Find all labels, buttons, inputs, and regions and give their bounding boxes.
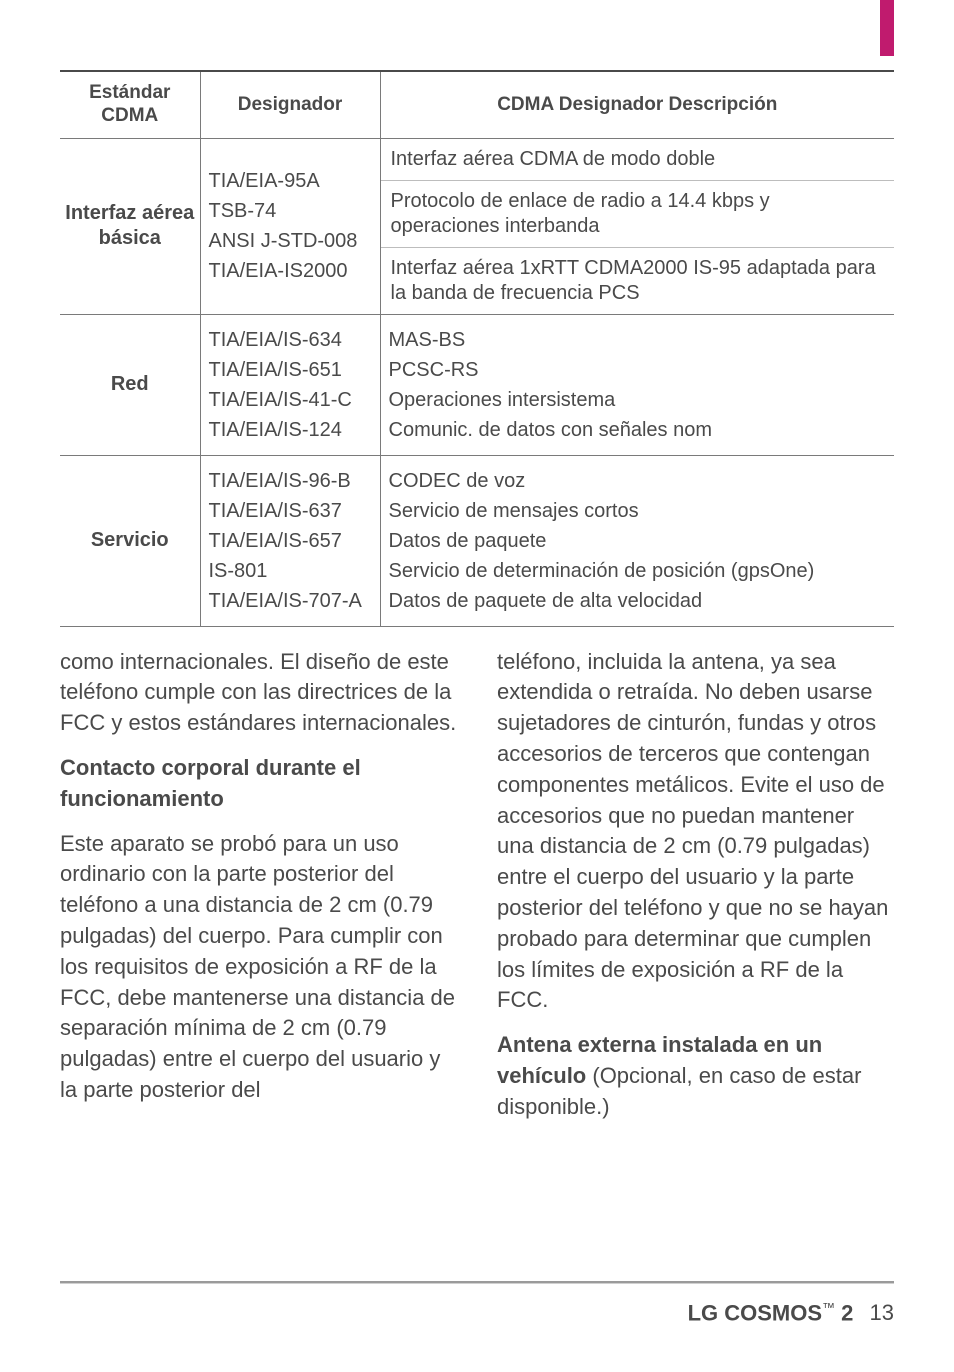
designator-cell: TIA/EIA/IS-96-B TIA/EIA/IS-637 TIA/EIA/I…	[200, 455, 380, 626]
designator-cell: TIA/EIA-95A TSB-74 ANSI J-STD-008 TIA/EI…	[200, 138, 380, 314]
footer-rule	[60, 1281, 894, 1284]
body-paragraph: Este aparato se probó para un uso ordina…	[60, 829, 457, 1106]
designator-line: TIA/EIA/IS-41-C	[209, 385, 372, 415]
designator-line: TSB-74	[209, 196, 372, 226]
accent-bar	[880, 0, 894, 56]
designator-line: TIA/EIA-95A	[209, 166, 372, 196]
description-cell: MAS-BS PCSC-RS Operaciones intersistema …	[380, 314, 894, 455]
designator-line: TIA/EIA/IS-124	[209, 415, 372, 445]
right-column: teléfono, incluida la antena, ya sea ext…	[497, 647, 894, 1137]
designator-cell: TIA/EIA/IS-634 TIA/EIA/IS-651 TIA/EIA/IS…	[200, 314, 380, 455]
trademark-symbol: ™	[822, 1300, 835, 1315]
description-cell: CODEC de voz Servicio de mensajes cortos…	[380, 455, 894, 626]
body-columns: como internacionales. El diseño de este …	[60, 647, 894, 1137]
brand-name: LG COSMOS	[688, 1300, 822, 1325]
row-head: Red	[60, 314, 200, 455]
row-head: Servicio	[60, 455, 200, 626]
designator-line: TIA/EIA/IS-637	[209, 496, 372, 526]
left-column: como internacionales. El diseño de este …	[60, 647, 457, 1137]
desc-line: Datos de paquete de alta velocidad	[389, 586, 887, 616]
desc-block: Interfaz aérea 1xRTT CDMA2000 IS-95 adap…	[381, 248, 895, 314]
description-cell: Interfaz aérea CDMA de modo doble Protoc…	[380, 138, 894, 314]
th-description: CDMA Designador Descripción	[380, 71, 894, 138]
body-paragraph: Antena externa instalada en un vehículo …	[497, 1030, 894, 1122]
th-standard: Estándar CDMA	[60, 71, 200, 138]
designator-line: TIA/EIA/IS-657	[209, 526, 372, 556]
standards-table: Estándar CDMA Designador CDMA Designador…	[60, 70, 894, 627]
th-designator: Designador	[200, 71, 380, 138]
designator-line: TIA/EIA/IS-96-B	[209, 466, 372, 496]
designator-line: TIA/EIA/IS-707-A	[209, 586, 372, 616]
designator-line: ANSI J-STD-008	[209, 226, 372, 256]
body-paragraph: teléfono, incluida la antena, ya sea ext…	[497, 647, 894, 1017]
designator-line: TIA/EIA/IS-651	[209, 355, 372, 385]
designator-line: TIA/EIA/IS-634	[209, 325, 372, 355]
page-number: 13	[870, 1300, 894, 1325]
desc-line: Servicio de determinación de posición (g…	[389, 556, 887, 586]
table-row: Interfaz aérea básica TIA/EIA-95A TSB-74…	[60, 138, 894, 314]
designator-line: TIA/EIA-IS2000	[209, 256, 372, 286]
model-number: 2	[841, 1300, 853, 1325]
table-row: Servicio TIA/EIA/IS-96-B TIA/EIA/IS-637 …	[60, 455, 894, 626]
page-footer: LG COSMOS™ 2 13	[688, 1300, 894, 1326]
body-paragraph: como internacionales. El diseño de este …	[60, 647, 457, 739]
desc-block: Protocolo de enlace de radio a 14.4 kbps…	[381, 181, 895, 248]
desc-line: CODEC de voz	[389, 466, 887, 496]
desc-block: Interfaz aérea CDMA de modo doble	[381, 139, 895, 181]
designator-line: IS-801	[209, 556, 372, 586]
desc-line: Servicio de mensajes cortos	[389, 496, 887, 526]
table-row: Red TIA/EIA/IS-634 TIA/EIA/IS-651 TIA/EI…	[60, 314, 894, 455]
desc-line: Datos de paquete	[389, 526, 887, 556]
desc-line: Comunic. de datos con señales nom	[389, 415, 887, 445]
row-head: Interfaz aérea básica	[60, 138, 200, 314]
desc-line: PCSC-RS	[389, 355, 887, 385]
desc-line: MAS-BS	[389, 325, 887, 355]
desc-line: Operaciones intersistema	[389, 385, 887, 415]
subheading: Contacto corporal durante el funcionamie…	[60, 753, 457, 815]
